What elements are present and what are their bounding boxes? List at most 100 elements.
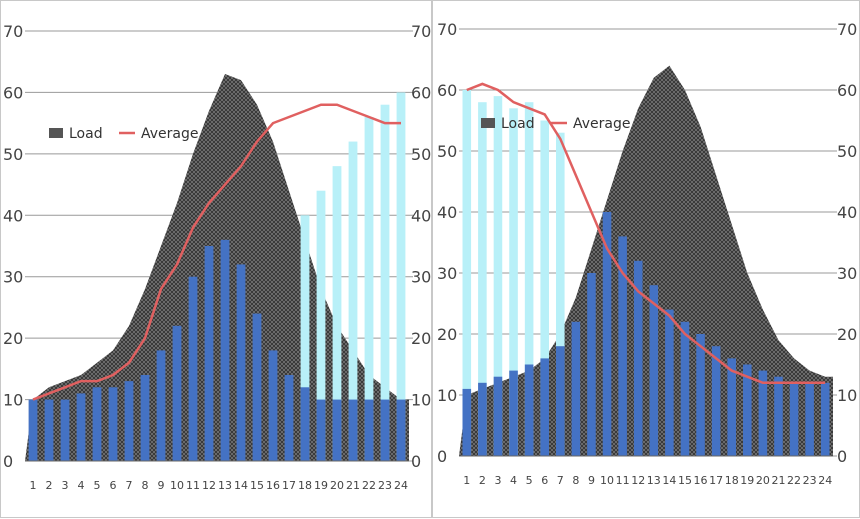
y-tick-label-right: 30	[837, 264, 857, 283]
blue-bar	[618, 236, 627, 456]
y-tick-label-left: 50	[3, 145, 23, 164]
blue-bar	[44, 399, 54, 461]
legend-swatch-load	[49, 128, 63, 138]
x-tick-label: 20	[330, 479, 344, 492]
x-tick-label: 22	[787, 474, 801, 487]
y-tick-label-left: 10	[3, 391, 23, 410]
cyan-bar	[364, 117, 374, 461]
blue-bar	[268, 350, 278, 461]
blue-bar	[789, 382, 799, 456]
blue-bar	[300, 387, 310, 461]
x-tick-label: 14	[234, 479, 248, 492]
x-tick-label: 22	[362, 479, 376, 492]
y-tick-label-left: 40	[437, 203, 457, 222]
y-tick-label-left: 50	[437, 142, 457, 161]
y-tick-label-right: 70	[837, 20, 857, 39]
y-tick-label-right: 50	[837, 142, 857, 161]
x-tick-label: 19	[740, 474, 754, 487]
legend-label-average: Average	[141, 126, 199, 142]
cyan-bar	[556, 132, 565, 456]
x-tick-label: 3	[494, 474, 501, 487]
x-tick-label: 24	[818, 474, 832, 487]
blue-bar	[380, 399, 390, 461]
cyan-bar	[540, 120, 549, 456]
chart-panel-right: 0 0 10 10 20 20 30 30 40 40 50 50 60 60 70 70 1 2 3 4 5 6 7 8 9 1…	[432, 0, 860, 518]
blue-bar	[252, 313, 262, 461]
y-tick-label-left: 70	[3, 22, 23, 41]
legend-label-load: Load	[69, 126, 103, 142]
average-line	[32, 103, 401, 401]
blue-bar	[758, 370, 768, 456]
x-tick-label: 10	[170, 479, 184, 492]
y-tick-label-right: 30	[411, 268, 431, 287]
x-tick-label: 15	[678, 474, 692, 487]
blue-bar	[76, 393, 86, 461]
blue-bar	[172, 325, 182, 461]
blue-bar	[396, 399, 406, 461]
blue-bar	[509, 370, 518, 456]
blue-bar	[92, 387, 102, 461]
blue-bar	[236, 264, 246, 461]
y-tick-label-right: 40	[411, 206, 431, 225]
x-tick-label: 5	[526, 474, 533, 487]
blue-bar	[774, 376, 783, 456]
x-tick-label: 8	[572, 474, 579, 487]
blue-bar	[204, 246, 214, 461]
x-tick-label: 16	[694, 474, 708, 487]
y-tick-label-right: 60	[411, 83, 431, 102]
cyan-bar	[396, 92, 406, 461]
x-tick-label: 12	[202, 479, 216, 492]
cyan-bar	[478, 102, 487, 456]
y-tick-label-right: 0	[411, 452, 421, 471]
y-tick-label-left: 30	[437, 264, 457, 283]
blue-bar	[649, 285, 659, 456]
blue-bar	[727, 358, 736, 456]
load-area	[459, 65, 833, 456]
y-tick-label-left: 0	[437, 447, 447, 466]
blue-bar	[462, 388, 472, 456]
y-tick-label-left: 60	[437, 81, 457, 100]
blue-bar	[332, 399, 342, 461]
y-tick-label-right: 20	[837, 325, 857, 344]
blue-bar	[60, 399, 70, 461]
x-tick-label: 18	[298, 479, 312, 492]
blue-bar	[743, 364, 752, 456]
y-tick-label-left: 60	[3, 83, 23, 102]
blue-bar	[820, 382, 830, 456]
blue-bar	[665, 309, 674, 456]
x-tick-label: 21	[346, 479, 360, 492]
x-tick-label: 23	[803, 474, 817, 487]
x-tick-label: 17	[282, 479, 296, 492]
cyan-bar	[524, 102, 534, 456]
y-tick-label-left: 20	[3, 329, 23, 348]
load-area	[25, 74, 409, 461]
cyan-bar	[332, 166, 342, 461]
legend-label-load: Load	[501, 116, 535, 132]
y-tick-label-right: 50	[411, 145, 431, 164]
x-tick-label: 20	[756, 474, 770, 487]
y-tick-label-right: 70	[411, 22, 431, 41]
x-tick-label: 23	[378, 479, 392, 492]
blue-bar	[220, 239, 230, 461]
x-tick-label: 13	[647, 474, 661, 487]
blue-bar	[602, 212, 612, 456]
blue-bar	[156, 350, 166, 461]
blue-bar	[805, 382, 814, 456]
y-tick-label-left: 30	[3, 268, 23, 287]
blue-bar	[587, 273, 596, 456]
x-tick-label: 16	[266, 479, 280, 492]
cyan-bar	[348, 141, 358, 462]
blue-bar	[680, 321, 690, 456]
y-tick-label-right: 40	[837, 203, 857, 222]
blue-bar	[478, 382, 487, 456]
x-tick-label: 8	[142, 479, 149, 492]
legend-label-average: Average	[573, 116, 631, 132]
chart-panel-left: 0 0 10 10 20 20 30 30 40 40 50 50 60 60 70 70 1 2 3 4 5 6 7 8 9 1…	[0, 0, 432, 518]
blue-bar	[316, 399, 326, 461]
y-tick-label-left: 0	[3, 452, 13, 471]
cyan-bar	[493, 96, 503, 456]
blue-bar	[348, 399, 358, 461]
x-tick-label: 7	[557, 474, 564, 487]
